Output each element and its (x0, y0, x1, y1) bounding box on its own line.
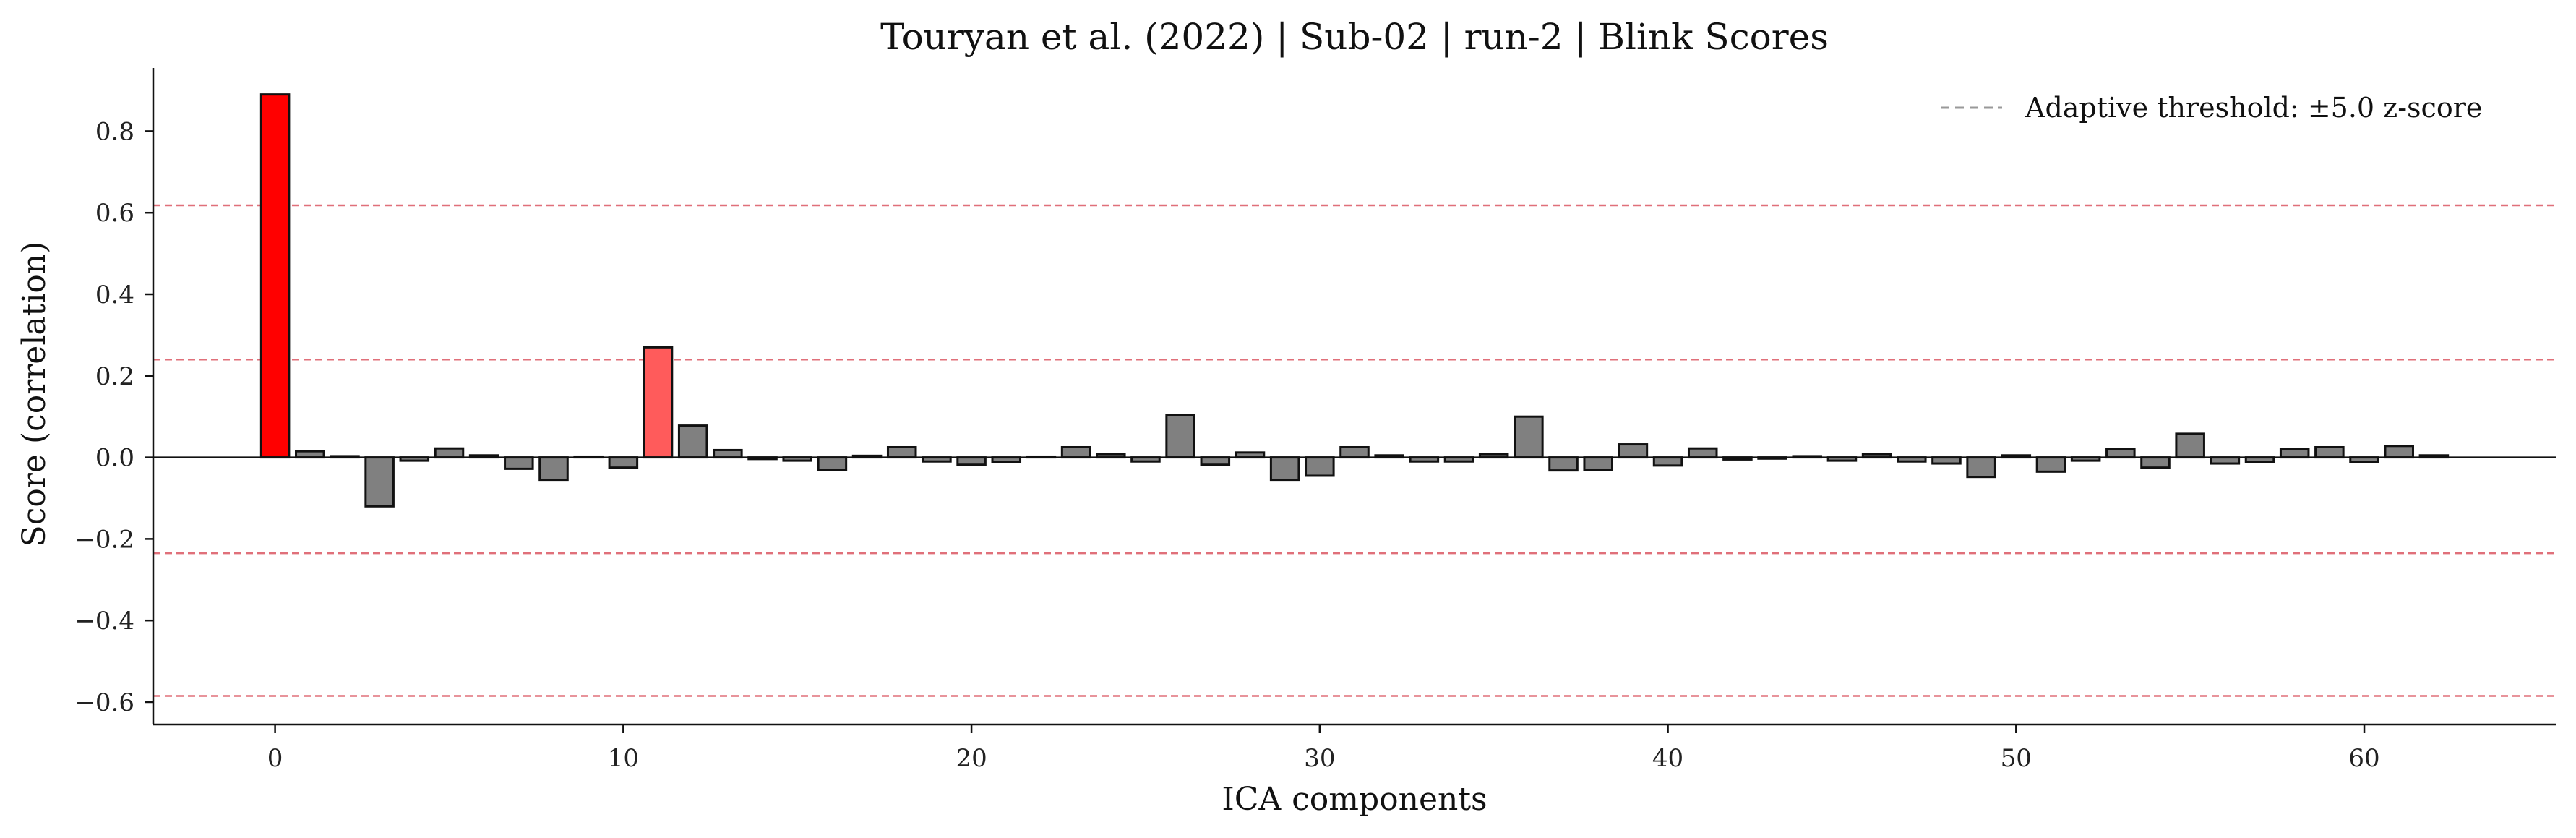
bar-12 (677, 424, 708, 459)
y-tick-label-4: 0.2 (95, 362, 134, 391)
bar-11 (643, 346, 674, 459)
bar-16 (817, 456, 848, 471)
bar-7 (504, 456, 534, 470)
bar-5 (434, 447, 465, 459)
bar-27 (1200, 456, 1231, 466)
bar-10 (608, 456, 639, 469)
x-tick-label-4: 40 (1652, 744, 1683, 773)
bar-31 (1339, 445, 1370, 459)
bar-59 (2314, 445, 2345, 459)
bar-26 (1165, 414, 1195, 459)
x-axis-label: ICA components (1222, 781, 1487, 818)
bar-29 (1269, 456, 1300, 482)
bar-38 (1583, 456, 1613, 471)
y-tick-label-7: 0.8 (95, 117, 134, 146)
bar-23 (1060, 445, 1091, 459)
y-tick-label-6: 0.6 (95, 199, 134, 228)
x-tick-label-6: 60 (2348, 744, 2379, 773)
bar-51 (2035, 456, 2066, 473)
bar-20 (956, 456, 987, 466)
x-tick-label-0: 0 (267, 744, 283, 773)
y-tick-label-5: 0.4 (95, 281, 134, 309)
bar-55 (2175, 432, 2205, 459)
bar-39 (1618, 443, 1649, 459)
legend: Adaptive threshold: ±5.0 z-score (1941, 92, 2482, 124)
bar-37 (1548, 456, 1579, 472)
x-tick-label-2: 20 (956, 744, 987, 773)
bar-54 (2140, 456, 2171, 469)
y-axis-label: Score (correlation) (16, 241, 53, 547)
y-tick-label-3: 0.0 (95, 444, 134, 473)
legend-label: Adaptive threshold: ±5.0 z-score (2025, 92, 2482, 124)
bar-48 (1931, 456, 1962, 465)
y-tick-label-0: −0.6 (74, 688, 134, 717)
bar-61 (2384, 445, 2414, 459)
x-tick-label-5: 50 (2001, 744, 2032, 773)
plot-area: −0.6 −0.4 −0.2 0.0 0.2 0.4 0.6 0.8 0 10 20 30 40 50 60 (74, 68, 2556, 773)
bar-1 (295, 450, 325, 459)
y-tick-label-2: −0.2 (74, 525, 134, 554)
bar-40 (1652, 456, 1683, 467)
bar-56 (2210, 456, 2241, 465)
x-tick-label-1: 10 (608, 744, 639, 773)
bar-30 (1305, 456, 1335, 477)
bar-36 (1514, 415, 1544, 459)
bar-13 (713, 448, 743, 459)
bar-58 (2279, 448, 2310, 459)
bar-49 (1966, 456, 1996, 479)
bar-0 (259, 93, 291, 459)
chart-title: Touryan et al. (2022) | Sub-02 | run-2 |… (880, 16, 1829, 58)
bar-8 (538, 456, 569, 482)
x-tick-label-3: 30 (1304, 744, 1335, 773)
bar-53 (2105, 448, 2136, 459)
y-tick-label-1: −0.4 (74, 607, 134, 636)
bar-18 (886, 445, 917, 459)
bar-3 (364, 456, 395, 508)
bar-41 (1687, 447, 1718, 459)
